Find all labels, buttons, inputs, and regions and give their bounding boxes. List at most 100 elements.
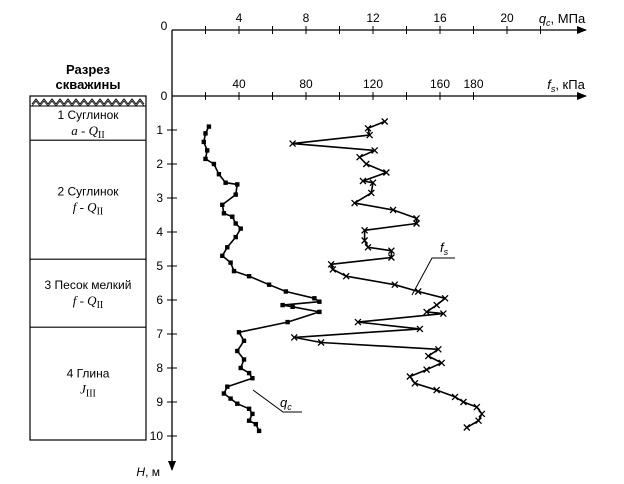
series-fs-point: [424, 352, 432, 360]
layer-name: 1 Суглинок: [57, 108, 119, 122]
fs-axis: 0 40 80 120 160 180 fs, кПа: [161, 77, 587, 103]
series-fs-point: [342, 272, 350, 280]
depth-axis-label-unit: , м: [145, 465, 160, 479]
series-qc-point: [233, 234, 238, 240]
depth-tick-label: 1: [156, 123, 163, 137]
series-fs-point: [290, 333, 298, 341]
series-qc-point: [285, 319, 290, 325]
fill-layer-zigzag: [31, 100, 145, 107]
qc-axis-label: qc, МПа: [539, 11, 586, 28]
series-fs-point: [354, 318, 362, 326]
fs-ticks: 40 80 120 160 180: [205, 77, 484, 100]
series-qc-point: [250, 376, 255, 381]
series-qc-point: [221, 211, 227, 216]
series-fs-point: [317, 339, 325, 346]
series-fs-point: [433, 386, 441, 394]
series-fs-point: [416, 325, 424, 333]
series-qc-point: [235, 348, 240, 354]
series-qc-point: [241, 357, 247, 362]
qc-label-leader: [252, 389, 302, 413]
series-fs-point: [463, 424, 471, 431]
series-fs-point: [438, 359, 446, 367]
series-qc-point: [238, 226, 243, 231]
series-qc-point: [312, 296, 317, 301]
series-fs-point: [289, 140, 297, 148]
depth-tick-label: 6: [156, 293, 163, 307]
series-qc-point: [220, 202, 225, 207]
series-fs-point: [391, 281, 399, 289]
series-qc-point: [206, 124, 212, 129]
series-qc-point: [317, 309, 322, 315]
series-fs-point: [387, 247, 395, 255]
series-fs-point: [411, 379, 419, 387]
layer-index: f - QII: [73, 293, 104, 311]
layer-index-sub: III: [86, 389, 96, 400]
qc-tick-label: 12: [366, 11, 380, 25]
series-fs-point: [459, 398, 467, 406]
layer-index-main: J: [80, 382, 87, 397]
fs-label-sub: s: [444, 247, 449, 257]
series-fs-point: [366, 131, 374, 139]
series-qc-point: [246, 370, 252, 376]
series-fs-point: [362, 160, 370, 168]
depth-ticks: 1 2 3 4 5 6 7 8 9 10: [150, 123, 177, 443]
series-fs-point: [414, 288, 422, 295]
series-fs-point: [381, 118, 389, 125]
series-qc-point: [223, 180, 228, 185]
series-qc-point: [256, 428, 262, 434]
series-qc-point: [231, 268, 237, 274]
qc-label-main: q: [280, 395, 288, 410]
fs-label-leader: [411, 257, 455, 296]
fs-series-label: fs: [411, 240, 455, 296]
series-qc-point: [241, 338, 247, 343]
series-fs-point: [359, 177, 367, 185]
series-qc-point: [235, 401, 240, 406]
series-qc-point: [228, 260, 233, 265]
layer-index: f - QII: [73, 200, 104, 218]
series-fs-point: [367, 189, 375, 197]
series-qc-point: [216, 172, 222, 177]
fs-axis-label-sub: s: [551, 84, 556, 94]
layer-index-main: f - Q: [73, 293, 97, 308]
depth-tick-label: 10: [150, 429, 164, 443]
section-header-line2: скважины: [56, 77, 121, 92]
series-fs-line: [291, 120, 483, 429]
series-qc-point: [317, 299, 322, 304]
series-fs-point: [478, 410, 486, 418]
depth-tick-label: 3: [156, 191, 163, 205]
qc-tick-label: 8: [303, 11, 310, 25]
qc-tick-label: 16: [433, 11, 447, 25]
series-qc: [201, 124, 322, 434]
series-fs-point: [413, 220, 421, 227]
series-fs-point: [441, 294, 449, 302]
layer-name: 2 Суглинок: [57, 185, 119, 199]
qc-axis: 0 4 8 12 16 20 qc, МПа: [161, 11, 587, 34]
qc-tick-label: 20: [500, 11, 514, 25]
fs-tick-label: 180: [463, 77, 483, 91]
series-qc-point: [250, 411, 255, 417]
depth-tick-label: 8: [156, 361, 163, 375]
series-fs-point: [433, 301, 441, 309]
layer-index: JIII: [80, 382, 96, 400]
series-qc-point: [233, 221, 238, 226]
qc-axis-label-main: q: [539, 11, 547, 26]
series-fs-point: [364, 243, 372, 251]
series-qc-point: [246, 418, 252, 423]
series-fs-point: [387, 254, 395, 261]
fill-layer-zigzag: [31, 98, 145, 105]
series-qc-point: [233, 192, 238, 197]
fs-label-text: fs: [440, 240, 449, 257]
series-qc-point: [201, 139, 206, 145]
series-fs-point: [369, 179, 377, 187]
series-fs-point: [382, 169, 390, 176]
series-qc-point: [283, 289, 289, 294]
qc-axis-label-sub: c: [546, 18, 551, 28]
depth-axis-label-main: H: [136, 465, 145, 479]
series-qc-point: [203, 156, 208, 162]
series-qc-point: [280, 302, 285, 308]
fs-tick-label: 120: [363, 77, 383, 91]
series-qc-point: [235, 182, 240, 187]
series-qc-point: [266, 282, 272, 287]
